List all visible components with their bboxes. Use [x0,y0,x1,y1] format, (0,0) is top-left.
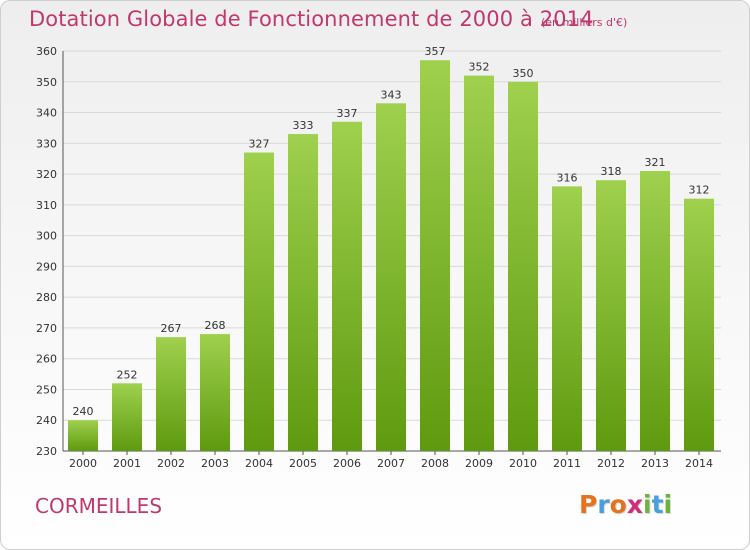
x-tick-label: 2011 [553,457,581,470]
x-tick-label: 2007 [377,457,405,470]
data-label-2014: 312 [689,184,710,197]
data-label-2008: 357 [425,45,446,58]
bars [68,60,714,452]
proxiti-logo: Proxiti [579,490,672,519]
bar-2008 [420,60,450,451]
data-label-2003: 268 [205,319,226,332]
bar-2002 [156,337,186,451]
bar-2009 [464,75,494,451]
bar-2010 [508,81,538,452]
y-tick-label: 360 [36,45,57,58]
bar-2000 [68,420,98,451]
bar-2004 [244,152,274,452]
bar-2014 [684,198,714,451]
x-tick-label: 2001 [113,457,141,470]
data-label-2006: 337 [337,107,358,120]
data-label-2013: 321 [645,156,666,169]
data-label-2007: 343 [381,88,402,101]
bar-2012 [596,180,626,451]
data-label-2012: 318 [601,165,622,178]
y-tick-labels: 230 240 250 260 270 280 290 300 310 320 330 340 350 3… [36,45,57,458]
bar-2013 [640,171,670,451]
logo-letter: x [626,490,643,519]
y-tick-label: 240 [36,414,57,427]
y-tick-label: 300 [36,230,57,243]
y-tick-label: 330 [36,137,57,150]
logo-letter: P [579,490,598,519]
x-tick-label: 2006 [333,457,361,470]
data-label-2005: 333 [293,119,314,132]
bar-2011 [552,186,582,451]
y-tick-label: 350 [36,76,57,89]
x-tick-label: 2000 [69,457,97,470]
logo-letter: r [597,490,610,519]
bar-2001 [112,383,142,451]
x-tick-label: 2009 [465,457,493,470]
logo-letter: i [663,490,673,519]
y-tick-label: 250 [36,383,57,396]
chart-unit-label: (en milliers d'€) [541,16,628,29]
x-tick-label: 2008 [421,457,449,470]
x-tick-label: 2003 [201,457,229,470]
y-tick-label: 340 [36,107,57,120]
y-tick-label: 270 [36,322,57,335]
y-tick-label: 310 [36,199,57,212]
x-tick-labels: 2000 2001 2002 2003 2004 2005 2006 2007 2008 2009… [69,457,713,470]
data-label-2010: 350 [513,67,534,80]
x-tick-label: 2013 [641,457,669,470]
chart-title: Dotation Globale de Fonctionnement de 20… [29,7,594,31]
x-tick-label: 2012 [597,457,625,470]
data-label-2011: 316 [557,171,578,184]
place-name: CORMEILLES [35,494,163,518]
x-tick-label: 2014 [685,457,713,470]
bar-2006 [332,121,362,452]
x-tick-label: 2004 [245,457,273,470]
y-tick-label: 320 [36,168,57,181]
data-label-2004: 327 [249,138,270,151]
x-tick-label: 2005 [289,457,317,470]
data-labels: 240 252 267 268 327 333 337 343 357 352 350 316 318 3… [73,45,710,418]
data-label-2000: 240 [73,405,94,418]
y-tick-label: 290 [36,260,57,273]
bar-2007 [376,103,406,452]
bar-2005 [288,134,318,452]
logo-letter: o [609,490,627,519]
x-tick-label: 2010 [509,457,537,470]
data-label-2001: 252 [117,368,138,381]
y-tick-label: 260 [36,353,57,366]
x-tick-label: 2002 [157,457,185,470]
logo-letter: t [651,490,664,519]
y-tick-label: 230 [36,445,57,458]
bar-2003 [200,334,230,451]
data-label-2009: 352 [469,61,490,74]
data-label-2002: 267 [161,322,182,335]
logo-letter: i [643,490,652,519]
y-tick-label: 280 [36,291,57,304]
